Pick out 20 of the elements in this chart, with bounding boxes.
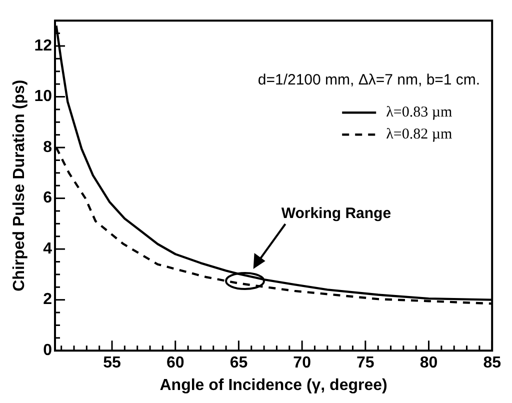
annotation: Working Range (281, 205, 392, 222)
y-tick-label: 0 (43, 342, 52, 360)
x-tick-label: 70 (293, 354, 312, 372)
x-tick-label: 55 (103, 354, 122, 372)
y-tick-label: 6 (43, 190, 52, 207)
y-tick-label: 10 (34, 88, 52, 106)
annotation: d=1/2100 mm, Δλ=7 nm, b=1 cm. (258, 72, 480, 89)
y-tick-label: 4 (43, 240, 52, 258)
y-tick-label: 12 (34, 37, 52, 54)
y-axis-title: Chirped Pulse Duration (ps) (11, 80, 28, 292)
x-tick-label: 85 (483, 354, 502, 372)
y-tick-label: 2 (43, 291, 52, 308)
legend-label: λ=0.83 µm (386, 104, 452, 121)
x-axis-title: Angle of Incidence (γ, degree) (160, 376, 388, 394)
legend-label: λ=0.82 µm (386, 126, 452, 143)
x-tick-label: 75 (356, 354, 374, 372)
x-tick-label: 80 (420, 354, 438, 372)
y-tick-label: 8 (43, 138, 52, 156)
x-tick-label: 65 (230, 354, 248, 372)
x-tick-label: 60 (166, 354, 184, 372)
